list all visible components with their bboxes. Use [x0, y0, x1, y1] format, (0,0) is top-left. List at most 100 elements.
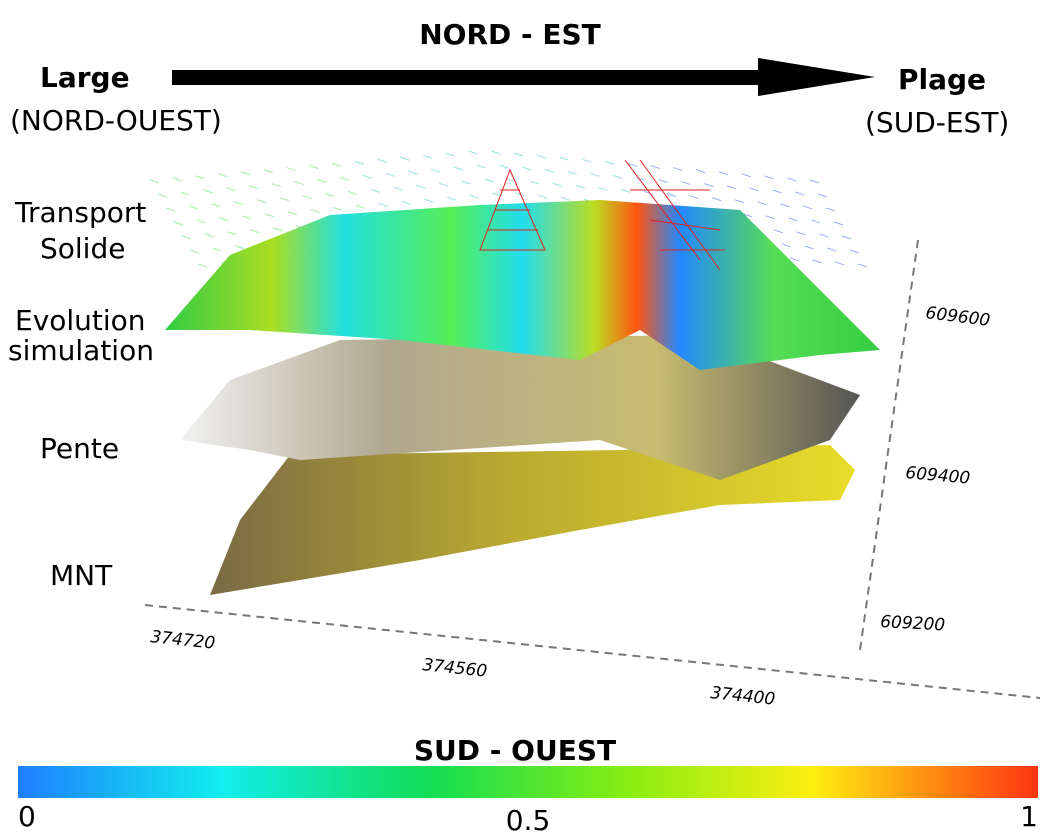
vector-arrow: [772, 189, 782, 194]
vector-arrow: [172, 177, 182, 182]
colorbar-tick-label: 0.5: [506, 804, 551, 832]
vector-arrow: [227, 231, 237, 236]
vector-arrow: [271, 183, 281, 188]
vector-arrow: [795, 191, 805, 196]
vector-arrow: [621, 188, 631, 193]
vector-arrow: [378, 202, 388, 207]
vector-arrow: [658, 179, 668, 183]
vector-arrow: [804, 245, 814, 250]
vector-arrow: [263, 169, 273, 174]
vector-arrow: [491, 150, 501, 155]
vector-arrow: [857, 263, 868, 268]
vector-arrow: [248, 185, 259, 190]
vector-arrow: [849, 249, 860, 254]
y-axis-label: 609400: [905, 463, 971, 489]
colorbar: [18, 766, 1038, 798]
vector-arrow: [302, 195, 312, 200]
vector-arrow: [309, 165, 319, 169]
vector-arrow: [575, 184, 585, 189]
vector-arrow: [582, 158, 592, 163]
vector-arrow: [764, 175, 774, 180]
colorbar-tick-label: 0: [18, 800, 36, 832]
y-axis-label: 609600: [924, 303, 991, 331]
vector-arrow: [825, 207, 836, 212]
vector-arrow: [203, 189, 213, 194]
vector-arrow: [773, 229, 783, 234]
x-axis-label: 374560: [421, 655, 488, 682]
layer-label: Transport: [14, 196, 146, 229]
vector-arrow: [219, 217, 229, 222]
vector-arrow: [560, 196, 571, 201]
vector-arrow: [567, 170, 577, 175]
vector-arrow: [310, 209, 320, 214]
vector-arrow: [781, 243, 791, 248]
vector-arrow: [817, 193, 828, 198]
vector-arrow: [196, 219, 206, 224]
vector-arrow: [827, 247, 837, 252]
vector-arrow: [726, 185, 737, 190]
mnt-surface: [210, 445, 855, 595]
vector-arrow: [401, 200, 411, 205]
vector-arrow: [796, 231, 806, 236]
vector-arrow: [696, 169, 706, 174]
vector-arrow: [741, 173, 751, 178]
vector-arrow: [325, 193, 335, 197]
vector-arrow: [240, 171, 251, 176]
vector-arrow: [250, 229, 260, 234]
vector-arrow: [529, 180, 540, 185]
vector-arrow: [613, 174, 623, 179]
vector-arrow: [673, 167, 683, 172]
vector-arrow: [157, 193, 168, 198]
y-axis-line: [859, 239, 919, 651]
vector-arrow: [742, 213, 753, 218]
vector-arrow: [787, 177, 797, 182]
vector-arrow: [650, 165, 660, 169]
vector-arrow: [188, 205, 198, 210]
vector-arrow: [385, 172, 395, 177]
right-title: Plage: [898, 63, 986, 96]
vector-arrow: [469, 194, 480, 199]
vector-arrow: [718, 171, 729, 176]
vector-arrow: [788, 217, 798, 222]
vector-arrow: [749, 187, 759, 192]
layer-label: Solide: [40, 232, 125, 265]
vector-arrow: [264, 213, 275, 218]
vector-arrow: [536, 154, 547, 159]
vector-arrow: [347, 190, 358, 195]
vector-arrow: [287, 211, 297, 216]
vector-arrow: [272, 227, 283, 232]
vector-arrow: [377, 158, 387, 163]
pente-surface: [180, 335, 860, 480]
direction-top: NORD - EST: [419, 18, 601, 51]
vector-arrow: [317, 179, 327, 183]
vector-arrow: [211, 203, 221, 208]
vector-arrow: [234, 201, 244, 206]
vector-arrow: [226, 187, 236, 192]
vector-arrow: [204, 233, 214, 238]
y-axis-label: 609200: [880, 612, 946, 635]
vector-arrow: [681, 181, 691, 186]
layer-label: simulation: [8, 334, 154, 367]
vector-arrow: [833, 221, 844, 226]
vector-arrow: [438, 182, 449, 187]
vector-arrow: [393, 186, 403, 191]
vector-arrow: [819, 233, 829, 238]
vector-arrow: [499, 164, 509, 169]
vector-arrow: [235, 245, 245, 250]
vector-arrow: [180, 191, 190, 196]
vector-arrow: [453, 166, 464, 171]
vector-arrow: [559, 156, 569, 161]
vector-arrow: [513, 152, 524, 157]
vector-arrow: [430, 168, 441, 173]
vector-arrow: [339, 176, 350, 181]
vector-arrow: [643, 190, 654, 195]
transport-mesh: [479, 159, 725, 271]
vector-arrow: [598, 186, 608, 191]
vector-arrow: [841, 235, 852, 240]
vector-arrow: [446, 196, 457, 201]
vector-arrow: [218, 173, 228, 178]
vector-arrow: [666, 193, 676, 197]
vector-arrow: [400, 156, 410, 161]
